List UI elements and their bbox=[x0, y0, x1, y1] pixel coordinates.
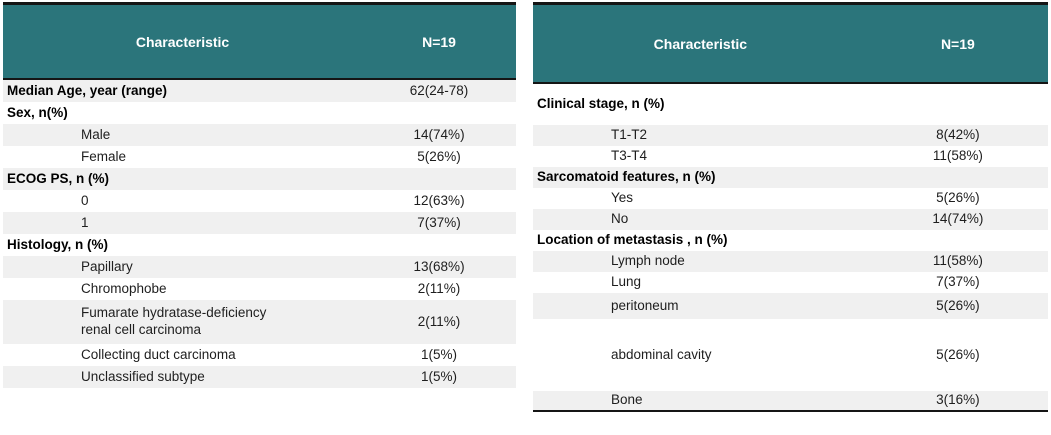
row-label: Sarcomatoid features, n (%) bbox=[537, 169, 716, 185]
row-value: 62(24-78) bbox=[409, 82, 469, 98]
table-header: Characteristic N=19 bbox=[3, 5, 516, 80]
row-value: 8(42%) bbox=[936, 127, 980, 143]
row-label: 0 bbox=[81, 192, 89, 208]
row-value: 14(74%) bbox=[413, 126, 465, 142]
table-data-row: Bone 3(16%) bbox=[533, 391, 1048, 410]
table-body: Median Age, year (range) 62(24-78) Sex, n(… bbox=[3, 80, 516, 388]
row-label: Location of metastasis , n (%) bbox=[537, 232, 728, 248]
row-label: Unclassified subtype bbox=[81, 368, 205, 384]
row-label: Lung bbox=[611, 274, 642, 290]
row-label: Female bbox=[81, 148, 127, 164]
table-data-row: T3-T4 11(58%) bbox=[533, 146, 1048, 167]
column-header-characteristic: Characteristic bbox=[653, 35, 748, 52]
row-value: 3(16%) bbox=[936, 392, 980, 407]
row-label: Median Age, year (range) bbox=[7, 82, 168, 98]
row-value: 5(26%) bbox=[936, 190, 980, 206]
table-data-row: Fumarate hydratase-deficiency renal cell… bbox=[3, 300, 516, 344]
baseline-characteristics-table-right: Characteristic N=19 Clinical stage, n (%… bbox=[533, 2, 1048, 412]
table-data-row: No 14(74%) bbox=[533, 209, 1048, 230]
row-value: 11(58%) bbox=[932, 148, 983, 164]
row-value: 1(5%) bbox=[421, 346, 458, 362]
table-data-row: 1 7(37%) bbox=[3, 212, 516, 234]
row-label: T1-T2 bbox=[611, 127, 648, 143]
row-label: Histology, n (%) bbox=[7, 236, 108, 252]
row-label: Yes bbox=[611, 190, 634, 206]
row-value: 7(37%) bbox=[417, 214, 461, 230]
table-data-row: Chromophobe 2(11%) bbox=[3, 278, 516, 300]
row-label: ECOG PS, n (%) bbox=[7, 170, 110, 186]
row-value: 2(11%) bbox=[417, 313, 461, 329]
row-value: 2(11%) bbox=[417, 280, 461, 296]
table-data-row: peritoneum 5(26%) bbox=[533, 293, 1048, 319]
row-label: Male bbox=[81, 126, 111, 142]
table-header: Characteristic N=19 bbox=[533, 5, 1048, 84]
baseline-characteristics-table-left: Characteristic N=19 Median Age, year (ra… bbox=[3, 2, 516, 388]
table-data-row: abdominal cavity 5(26%) bbox=[533, 319, 1048, 391]
table-category-row: Location of metastasis , n (%) bbox=[533, 230, 1048, 251]
table-category-row: ECOG PS, n (%) bbox=[3, 168, 516, 190]
row-value: 5(26%) bbox=[936, 297, 980, 313]
row-label: 1 bbox=[81, 214, 89, 230]
row-label: Collecting duct carcinoma bbox=[81, 346, 236, 362]
table-category-row: Sex, n(%) bbox=[3, 102, 516, 124]
table-body: Clinical stage, n (%) T1-T2 8(42%) T3-T4 11(… bbox=[533, 84, 1048, 410]
row-value: 13(68%) bbox=[413, 258, 465, 274]
column-header-n: N=19 bbox=[422, 33, 456, 50]
row-value: 5(26%) bbox=[936, 346, 980, 362]
row-label: Papillary bbox=[81, 258, 133, 274]
row-value: 5(26%) bbox=[417, 148, 461, 164]
tables-wrap: Characteristic N=19 Median Age, year (ra… bbox=[3, 2, 1048, 412]
row-value: 1(5%) bbox=[421, 368, 458, 384]
table-data-row: Papillary 13(68%) bbox=[3, 256, 516, 278]
row-value: 11(58%) bbox=[932, 253, 983, 269]
row-label: peritoneum bbox=[611, 297, 679, 313]
table-category-row: Median Age, year (range) 62(24-78) bbox=[3, 80, 516, 102]
row-label: Fumarate hydratase-deficiency renal cell… bbox=[81, 305, 267, 337]
table-category-row: Sarcomatoid features, n (%) bbox=[533, 167, 1048, 188]
table-data-row: Unclassified subtype 1(5%) bbox=[3, 366, 516, 388]
table-category-row: Clinical stage, n (%) bbox=[533, 84, 1048, 125]
row-label: Sex, n(%) bbox=[7, 104, 68, 120]
row-label: Lymph node bbox=[611, 253, 685, 269]
table-data-row: Lung 7(37%) bbox=[533, 272, 1048, 293]
table-data-row: Lymph node 11(58%) bbox=[533, 251, 1048, 272]
table-data-row: Collecting duct carcinoma 1(5%) bbox=[3, 344, 516, 366]
row-label: T3-T4 bbox=[611, 148, 648, 164]
column-header-n: N=19 bbox=[940, 35, 975, 52]
table-data-row: Yes 5(26%) bbox=[533, 188, 1048, 209]
row-label: No bbox=[611, 211, 629, 227]
row-label: abdominal cavity bbox=[611, 346, 712, 362]
row-label: Clinical stage, n (%) bbox=[537, 96, 665, 112]
table-data-row: Male 14(74%) bbox=[3, 124, 516, 146]
table-data-row: T1-T2 8(42%) bbox=[533, 125, 1048, 146]
column-header-characteristic: Characteristic bbox=[135, 33, 230, 50]
row-value: 7(37%) bbox=[936, 274, 980, 290]
row-value: 14(74%) bbox=[932, 211, 984, 227]
table-category-row: Histology, n (%) bbox=[3, 234, 516, 256]
row-value: 12(63%) bbox=[413, 192, 465, 208]
table-data-row: 0 12(63%) bbox=[3, 190, 516, 212]
row-label: Bone bbox=[611, 392, 643, 407]
table-data-row: Female 5(26%) bbox=[3, 146, 516, 168]
row-label: Chromophobe bbox=[81, 280, 167, 296]
